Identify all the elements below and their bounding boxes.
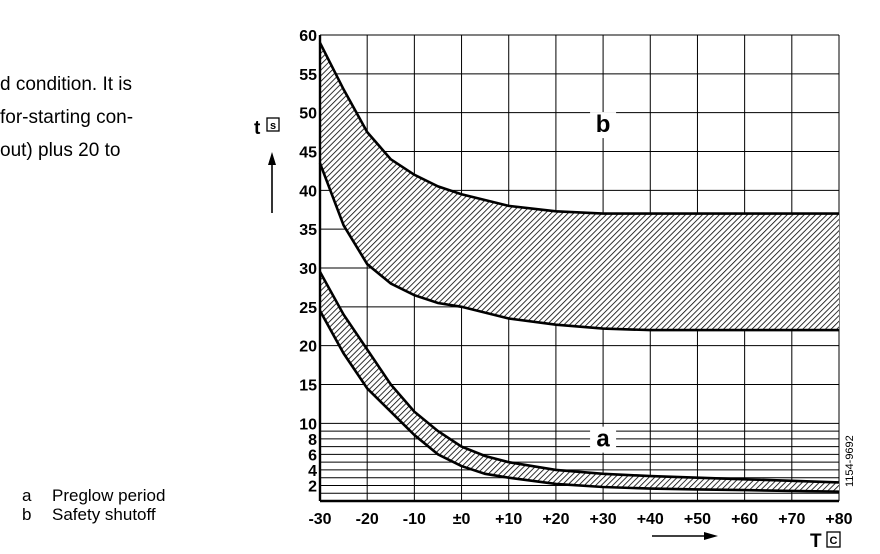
band-label-background [590, 426, 617, 453]
x-unit-box [826, 531, 841, 548]
y-tick-label: 4 [308, 463, 317, 480]
y-tick-label: 45 [299, 145, 317, 162]
x-axis-unit: C [830, 535, 838, 547]
band-b-area [320, 42, 839, 331]
y-tick-label: 15 [299, 378, 317, 395]
legend-item-b: b Safety shutoff [22, 505, 165, 524]
x-tick-label: -10 [403, 511, 426, 528]
y-tick-label: 2 [308, 478, 317, 495]
body-text-fragment: d condition. It is for-starting con- out… [0, 68, 200, 167]
text-line: for-starting con- [0, 107, 134, 128]
text-line: out) plus 20 to [0, 140, 121, 161]
band-label-b: b [596, 111, 611, 138]
axis-labels: t s T C 1154-9692 [254, 117, 856, 552]
x-tick-label: ±0 [453, 511, 471, 528]
legend-key: a [22, 486, 32, 505]
y-tick-label: 50 [299, 106, 317, 123]
band-a-upper-line [318, 271, 840, 484]
legend-key: b [22, 505, 32, 524]
x-tick-label: +80 [825, 511, 852, 528]
text-line: d condition. It is [0, 74, 133, 95]
y-axis-symbol: t [254, 118, 261, 139]
y-tick-label: 10 [299, 416, 317, 433]
legend-label: Preglow period [52, 486, 166, 505]
band-b-upper-line [318, 42, 839, 215]
band-label-a: a [596, 426, 610, 453]
x-tick-label: +50 [684, 511, 711, 528]
x-tick-label: -20 [356, 511, 379, 528]
figure-code: 1154-9692 [844, 435, 856, 487]
x-axis-symbol: T [810, 531, 822, 552]
y-axis-arrowhead [268, 152, 276, 165]
band-a-lower-line [318, 310, 840, 493]
y-unit-box [266, 117, 280, 132]
x-tick-label: -30 [308, 511, 331, 528]
y-tick-label: 55 [299, 67, 317, 84]
x-tick-label: +20 [542, 511, 569, 528]
y-axis-unit: s [270, 120, 276, 132]
x-axis-arrowhead [704, 532, 718, 540]
y-tick-label: 6 [308, 447, 317, 464]
x-tick-label: +10 [495, 511, 522, 528]
band-label-background [590, 112, 617, 139]
plot-frame [318, 35, 839, 503]
legend-item-a: a Preglow period [22, 486, 165, 505]
x-tick-label: +30 [590, 511, 617, 528]
x-tick-label: +60 [731, 511, 758, 528]
y-tick-label: 60 [299, 28, 317, 45]
y-tick-label: 20 [299, 339, 317, 356]
x-tick-label: +70 [778, 511, 805, 528]
band-b-lower-line [318, 162, 839, 332]
y-tick-label: 40 [299, 183, 317, 200]
bands: ab [318, 42, 840, 493]
x-tick-label: +40 [637, 511, 664, 528]
y-tick-label: 25 [299, 300, 317, 317]
y-tick-label: 8 [308, 432, 317, 449]
legend: a Preglow period b Safety shutoff [22, 486, 165, 524]
y-tick-label: 35 [299, 222, 317, 239]
legend-label: Safety shutoff [52, 505, 156, 524]
y-tick-label: 30 [299, 261, 317, 278]
